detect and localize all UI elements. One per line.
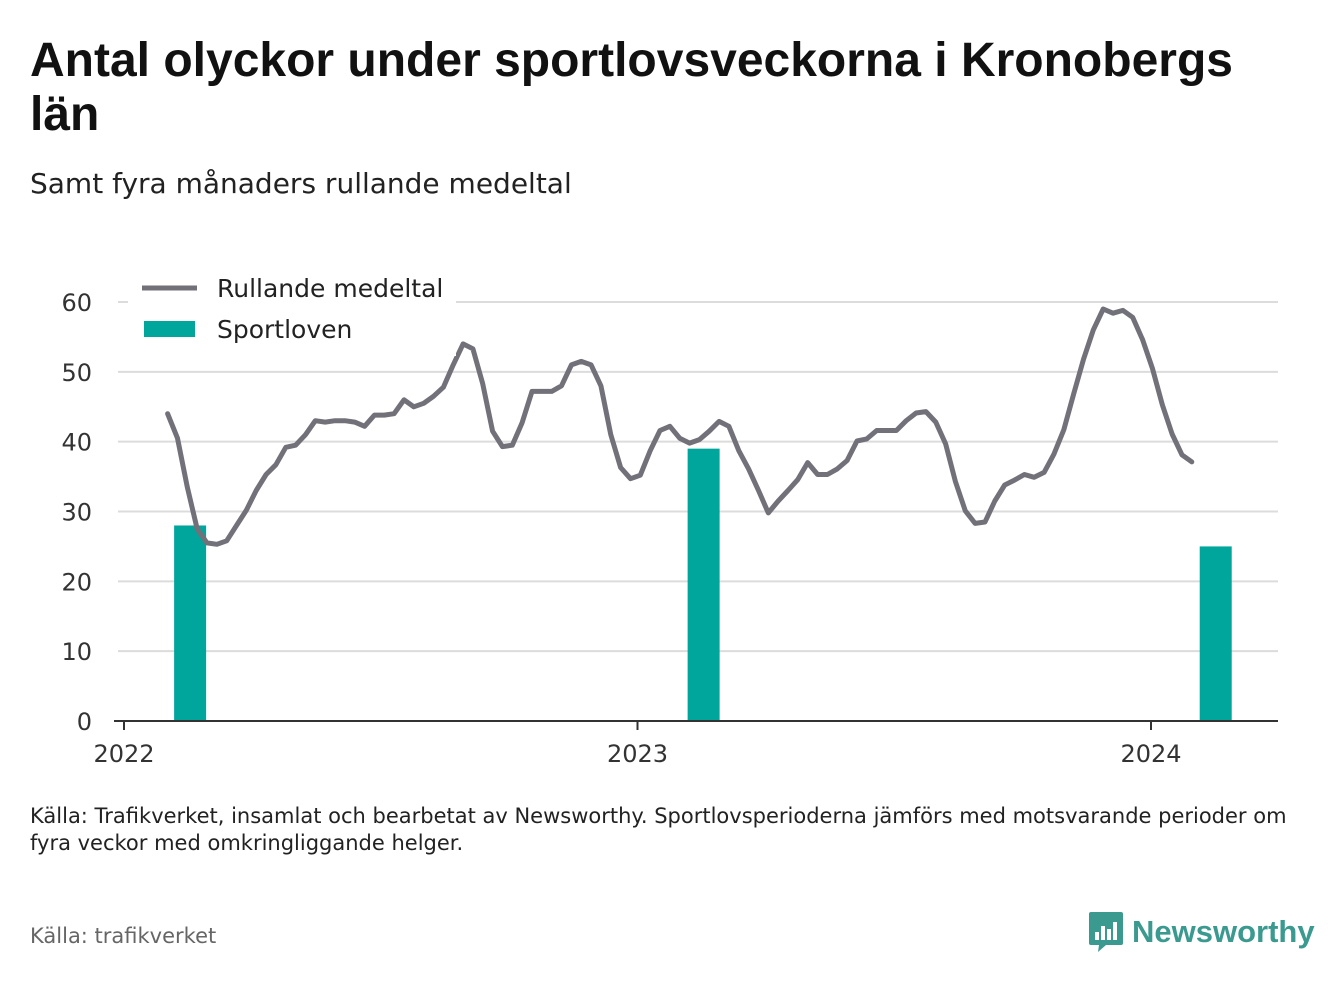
newsworthy-logo-icon (1089, 912, 1123, 952)
legend-label: Rullande medeltal (217, 274, 443, 303)
source-credit: Källa: trafikverket (30, 924, 217, 948)
y-tick-label: 40 (61, 429, 92, 457)
y-tick-label: 20 (61, 568, 92, 596)
newsworthy-logo: Newsworthy (1088, 910, 1315, 954)
y-tick-label: 30 (61, 499, 92, 527)
legend-bar-swatch (144, 321, 195, 337)
line-rullande-medeltal (165, 306, 1195, 547)
y-tick-label: 60 (61, 289, 92, 317)
bar-series (174, 448, 1232, 721)
chart-subtitle: Samt fyra månaders rullande medeltal (30, 167, 572, 200)
newsworthy-logo-text: Newsworthy (1132, 914, 1315, 949)
source-note: Källa: Trafikverket, insamlat och bearbe… (30, 804, 1287, 855)
x-tick-label: 2024 (1120, 740, 1181, 768)
x-axis: 2022 2023 2024 (93, 720, 1278, 768)
y-tick-label: 50 (61, 359, 92, 387)
x-tick-label: 2022 (93, 740, 154, 768)
legend: Rullande medeltal Sportloven (128, 268, 456, 356)
x-tick-label: 2023 (607, 740, 668, 768)
legend-background (128, 268, 456, 356)
chart-title: Antal olyckor under sportlovsveckorna i … (30, 34, 1233, 141)
bar-sportlov (174, 525, 207, 721)
legend-label: Sportloven (217, 315, 352, 344)
y-tick-label: 10 (61, 638, 92, 666)
chart-area: 2022 2023 2024 0 10 20 30 40 50 60 Rullande mede… (61, 268, 1278, 768)
y-axis: 0 10 20 30 40 50 60 (61, 289, 92, 736)
bar-sportlov (687, 448, 720, 721)
y-tick-label: 0 (77, 708, 92, 736)
line-series (165, 306, 1195, 547)
bar-sportlov (1199, 546, 1232, 721)
